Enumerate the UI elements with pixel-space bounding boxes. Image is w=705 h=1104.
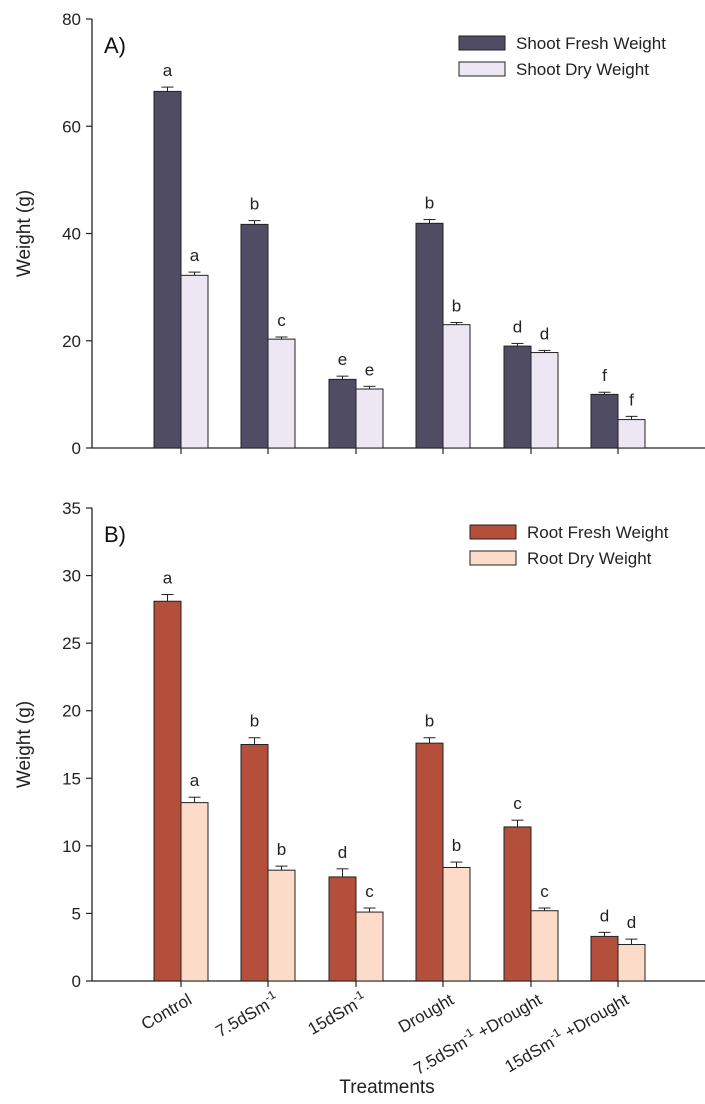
bar-fresh [415,222,444,449]
bar-dry [267,869,296,982]
bar-fresh [590,935,619,982]
significance-label: a [190,771,200,790]
x-category-label: Control [138,990,195,1034]
significance-label: b [250,712,259,731]
significance-label: f [629,390,634,409]
bar-fresh [240,223,269,449]
significance-label: c [513,794,522,813]
x-category-label: 15dSm-1 [303,987,370,1038]
y-axis-title: Weight (g) [14,190,35,277]
legend-swatch [469,524,517,540]
bar-dry [530,910,559,982]
legend-entry: Root Fresh Weight [527,523,669,542]
bar-dry [617,944,646,982]
legend-swatch [458,61,506,77]
significance-label: a [190,246,200,265]
y-tick-label: 60 [62,117,81,136]
x-axis-title: Treatments [339,1077,434,1098]
x-category-label: Drought [395,990,457,1037]
bar-dry [180,802,209,982]
significance-label: d [600,906,609,925]
significance-label: c [277,311,286,330]
significance-label: b [425,712,434,731]
bar-dry [180,274,209,449]
bar-dry [442,324,471,449]
y-tick-label: 80 [62,10,81,29]
x-category-label: 7.5dSm-1 [211,987,282,1041]
significance-label: e [365,360,374,379]
bar-dry [617,419,646,449]
legend-entry: Shoot Dry Weight [516,60,649,79]
panel-label: A) [104,33,126,58]
y-tick-label: 0 [72,439,81,458]
bar-dry [530,352,559,449]
y-tick-label: 20 [62,702,81,721]
significance-label: b [250,195,259,214]
significance-label: a [163,568,173,587]
significance-label: e [338,350,347,369]
y-tick-label: 40 [62,225,81,244]
bar-fresh [153,600,182,982]
bar-dry [442,866,471,982]
significance-label: f [602,366,607,385]
bar-fresh [153,90,182,449]
legend-swatch [458,35,506,51]
bar-fresh [415,742,444,982]
chart-panel-b: 0 5 10 15 20 25 30 35 Weight (g) B) a b d b c d a b c b c d Ro… [14,499,705,1098]
y-tick-label: 25 [62,634,81,653]
bar-fresh [328,378,357,449]
legend-entry: Shoot Fresh Weight [516,34,666,53]
significance-label: d [540,324,549,343]
bar-fresh [240,744,269,982]
significance-label: d [627,913,636,932]
bar-dry [267,338,296,449]
y-tick-label: 15 [62,769,81,788]
significance-label: b [277,840,286,859]
significance-label: a [163,61,173,80]
significance-label: b [452,297,461,316]
bar-fresh [328,876,357,982]
bar-fresh [503,826,532,982]
significance-label: b [452,836,461,855]
y-tick-label: 5 [72,904,81,923]
bar-dry [355,911,384,982]
y-tick-label: 20 [62,332,81,351]
panel-label: B) [104,522,126,547]
significance-label: d [513,317,522,336]
bar-fresh [503,345,532,449]
y-tick-label: 30 [62,567,81,586]
legend-entry: Root Dry Weight [527,549,652,568]
significance-label: c [365,882,374,901]
significance-label: c [540,882,549,901]
bar-dry [355,388,384,449]
bar-fresh [590,393,619,449]
legend-swatch [469,550,517,566]
chart-panel-a: 0 20 40 60 80 Weight (g) A) a b e b d f a c e b d f Shoot F… [14,10,705,458]
significance-label: d [338,843,347,862]
y-tick-label: 35 [62,499,81,518]
y-tick-label: 0 [72,972,81,991]
y-tick-label: 10 [62,837,81,856]
y-axis-title: Weight (g) [14,701,35,788]
significance-label: b [425,194,434,213]
